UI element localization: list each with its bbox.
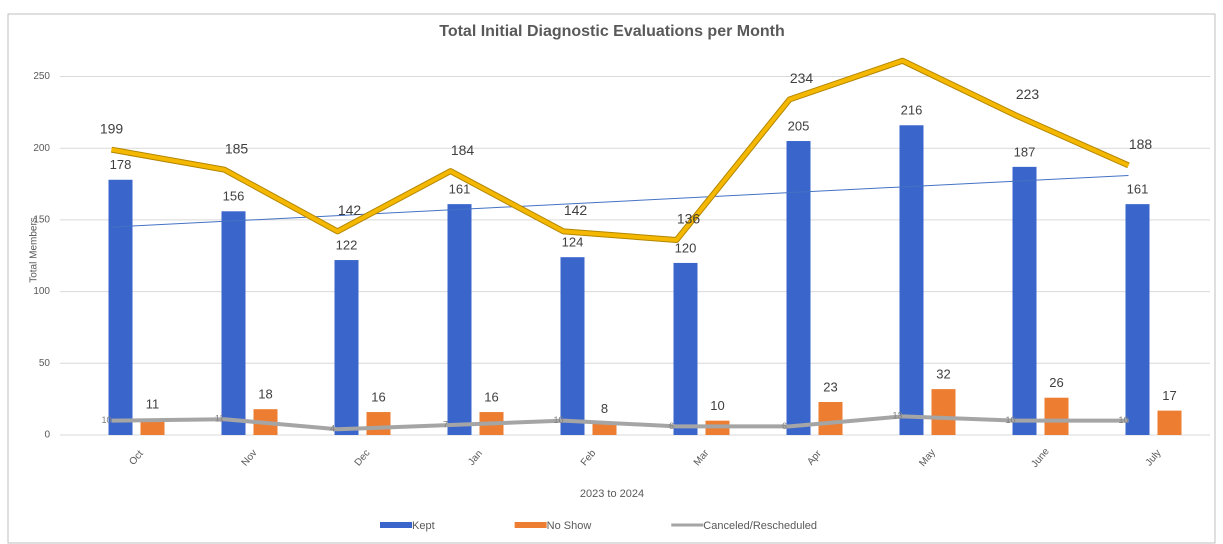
y-tick-label: 50 [39, 358, 51, 369]
data-label: 10 [1118, 415, 1128, 425]
data-label: 122 [336, 237, 358, 252]
data-label: 188 [1129, 136, 1153, 152]
y-tick-label: 250 [33, 71, 50, 82]
data-label: 13 [892, 411, 902, 421]
data-label: 205 [788, 118, 810, 133]
bar [592, 423, 617, 435]
bar [140, 419, 165, 435]
data-label: 124 [562, 235, 584, 250]
y-tick-label: 200 [33, 143, 50, 154]
bar [1012, 166, 1037, 435]
bar [221, 211, 246, 435]
data-label: 8 [601, 401, 608, 416]
data-label: 234 [790, 70, 814, 86]
bar [673, 262, 698, 435]
data-label: 10 [101, 415, 111, 425]
line [111, 414, 1129, 432]
bar [931, 389, 956, 435]
data-label: 10 [1005, 415, 1015, 425]
data-label: 16 [484, 389, 498, 404]
data-label: 223 [1016, 86, 1040, 102]
bar [1157, 410, 1182, 435]
data-label: 216 [901, 103, 923, 118]
data-label: 10 [553, 415, 563, 425]
data-label: 120 [675, 240, 697, 255]
y-tick-label: 100 [33, 286, 50, 297]
data-label: 11 [215, 414, 224, 424]
data-label: 178 [110, 157, 132, 172]
data-label: 6 [782, 421, 787, 431]
bar [1125, 204, 1150, 435]
bar [786, 141, 811, 436]
data-label: 142 [338, 202, 362, 218]
bar [899, 125, 924, 435]
data-label: 16 [371, 389, 385, 404]
data-label: 184 [451, 142, 475, 158]
bar [366, 412, 391, 435]
bar [818, 402, 843, 435]
data-label: 10 [710, 398, 724, 413]
data-label: 23 [823, 379, 837, 394]
data-label: 185 [225, 140, 249, 156]
data-label: 26 [1049, 375, 1063, 390]
trendline [111, 174, 1129, 228]
legend-label: Kept [412, 520, 435, 532]
bar [1044, 397, 1069, 435]
legend-label: Canceled/Rescheduled [703, 520, 817, 532]
y-tick-label: 0 [44, 430, 50, 441]
total-line [111, 58, 1130, 242]
data-label: 7 [443, 419, 448, 429]
data-label: 161 [1127, 182, 1149, 197]
y-axis-title: Total Members [29, 217, 40, 283]
data-label: 6 [669, 421, 674, 431]
data-label: 161 [449, 182, 471, 197]
data-label: 4 [330, 424, 335, 434]
data-label: 17 [1162, 388, 1176, 403]
data-label: 136 [677, 211, 701, 227]
bar [447, 204, 472, 435]
bar [334, 260, 359, 435]
data-label: 199 [100, 120, 124, 136]
data-label: 18 [258, 387, 272, 402]
data-label: 142 [564, 202, 588, 218]
data-label: 11 [146, 397, 160, 412]
legend-swatch [514, 522, 547, 528]
legend-label: No Show [547, 520, 592, 532]
data-label: 187 [1014, 144, 1036, 159]
data-label: 32 [936, 367, 950, 382]
chart-title: Total Initial Diagnostic Evaluations per… [439, 23, 785, 40]
data-label: 156 [223, 189, 245, 204]
bar [560, 257, 585, 435]
bar [108, 179, 133, 435]
x-axis-title: 2023 to 2024 [580, 488, 644, 500]
y-tick-label: 150 [33, 215, 50, 226]
legend-swatch [380, 522, 412, 528]
